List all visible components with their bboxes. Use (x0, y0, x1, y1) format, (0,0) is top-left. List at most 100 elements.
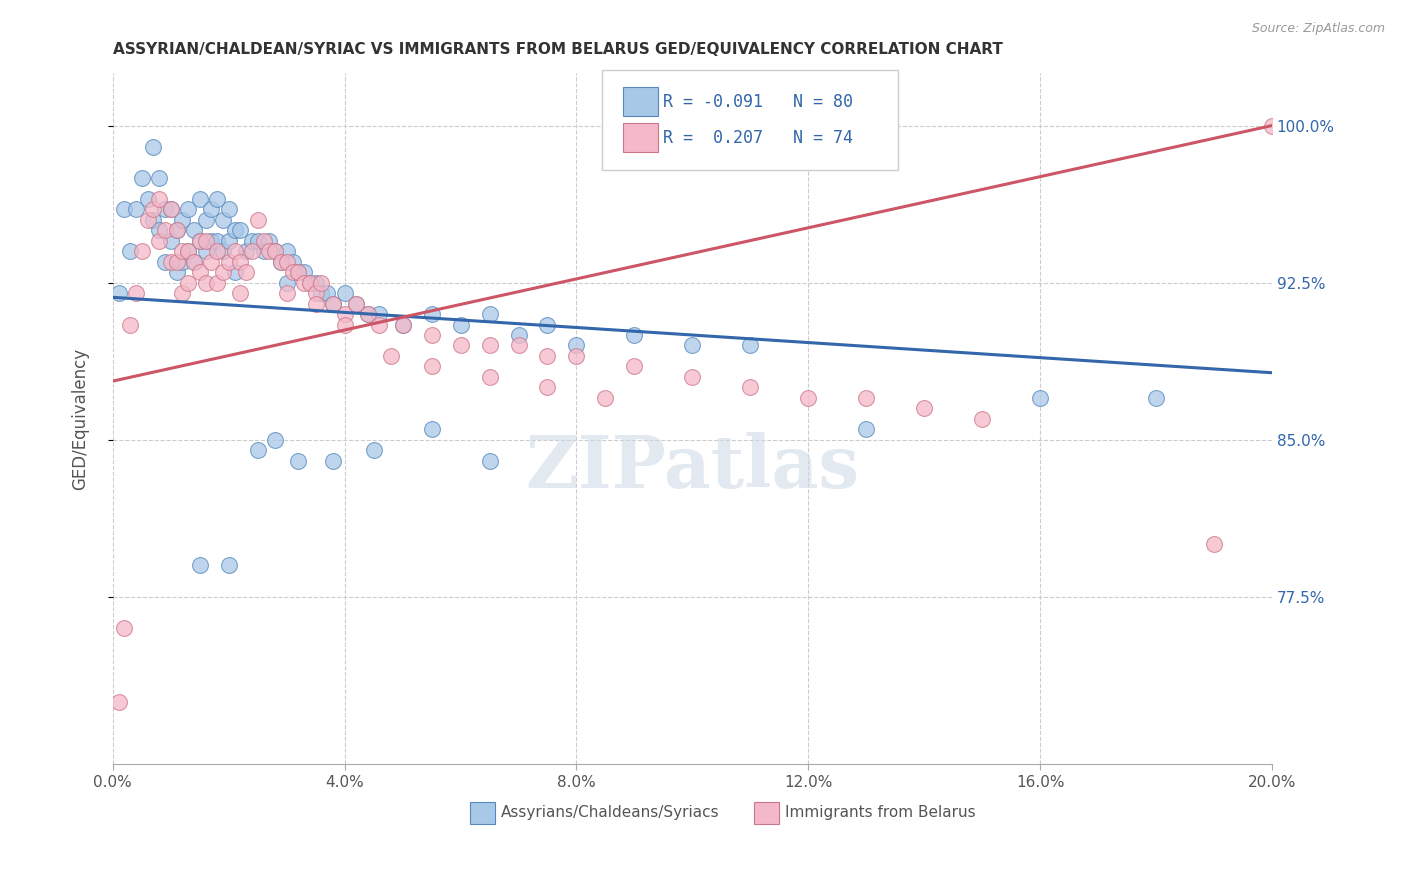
Point (131, 170, 153, 185)
Point (420, 328, 443, 343)
Point (218, 202, 240, 217)
Point (270, 254, 292, 268)
Point (229, 223, 252, 237)
Point (159, 254, 181, 268)
Point (142, 212, 165, 227)
Point (276, 286, 298, 301)
Point (281, 254, 304, 268)
Point (305, 296, 328, 310)
Point (218, 234, 240, 248)
Point (212, 212, 235, 227)
Point (322, 453, 344, 467)
Point (188, 234, 211, 248)
Point (368, 307, 391, 321)
Point (183, 254, 205, 268)
Point (166, 223, 188, 237)
Point (305, 286, 328, 301)
Point (311, 276, 333, 290)
Point (194, 244, 217, 259)
Point (159, 234, 181, 248)
FancyBboxPatch shape (754, 802, 779, 824)
Point (246, 443, 269, 458)
Point (172, 286, 194, 301)
Point (240, 234, 263, 248)
Point (1029, 391, 1052, 405)
Point (246, 234, 269, 248)
Point (212, 265, 235, 279)
Text: Source: ZipAtlas.com: Source: ZipAtlas.com (1251, 22, 1385, 36)
FancyBboxPatch shape (602, 70, 897, 170)
Point (391, 318, 413, 332)
Y-axis label: GED/Equivalency: GED/Equivalency (72, 348, 89, 490)
Point (681, 338, 703, 352)
Point (188, 192, 211, 206)
Point (107, 286, 129, 301)
Point (159, 202, 181, 217)
Point (264, 244, 287, 259)
Point (229, 254, 252, 268)
Point (172, 254, 194, 268)
Point (368, 318, 391, 332)
Point (136, 192, 159, 206)
Point (240, 244, 263, 259)
Point (200, 234, 222, 248)
Point (148, 234, 170, 248)
Point (344, 296, 367, 310)
Point (316, 286, 339, 301)
Point (183, 223, 205, 237)
Point (357, 307, 380, 321)
FancyBboxPatch shape (470, 802, 495, 824)
Point (322, 296, 344, 310)
Point (148, 192, 170, 206)
Point (536, 318, 558, 332)
Point (142, 202, 165, 217)
Point (797, 391, 820, 405)
Point (311, 286, 333, 301)
Point (292, 276, 315, 290)
Point (172, 244, 194, 259)
Point (478, 338, 501, 352)
Point (420, 422, 443, 436)
Point (120, 318, 142, 332)
Point (252, 234, 274, 248)
Point (287, 265, 309, 279)
Point (235, 244, 257, 259)
Point (357, 307, 380, 321)
Point (114, 621, 136, 635)
Point (229, 286, 252, 301)
Text: R =  0.207   N = 74: R = 0.207 N = 74 (664, 129, 853, 147)
Point (188, 234, 211, 248)
Point (235, 265, 257, 279)
FancyBboxPatch shape (623, 123, 658, 152)
Point (333, 307, 356, 321)
Point (224, 265, 246, 279)
Point (212, 244, 235, 259)
Point (114, 202, 136, 217)
Point (508, 338, 530, 352)
Point (166, 254, 188, 268)
Text: R = -0.091   N = 80: R = -0.091 N = 80 (664, 94, 853, 112)
Text: Assyrians/Chaldeans/Syriacs: Assyrians/Chaldeans/Syriacs (501, 805, 720, 820)
Point (298, 276, 321, 290)
Point (218, 254, 240, 268)
Point (264, 433, 287, 447)
Point (218, 558, 240, 573)
Point (740, 380, 762, 394)
Point (194, 234, 217, 248)
Text: ASSYRIAN/CHALDEAN/SYRIAC VS IMMIGRANTS FROM BELARUS GED/EQUIVALENCY CORRELATION : ASSYRIAN/CHALDEAN/SYRIAC VS IMMIGRANTS F… (112, 42, 1002, 57)
Point (188, 558, 211, 573)
Point (595, 391, 617, 405)
Point (205, 276, 228, 290)
Point (153, 223, 176, 237)
Point (205, 192, 228, 206)
Point (166, 223, 188, 237)
Point (298, 276, 321, 290)
Text: Immigrants from Belarus: Immigrants from Belarus (785, 805, 976, 820)
Point (536, 380, 558, 394)
Text: ZIPatlas: ZIPatlas (526, 432, 859, 503)
Point (536, 349, 558, 363)
Point (391, 318, 413, 332)
Point (681, 370, 703, 384)
Point (276, 254, 298, 268)
Point (166, 265, 188, 279)
